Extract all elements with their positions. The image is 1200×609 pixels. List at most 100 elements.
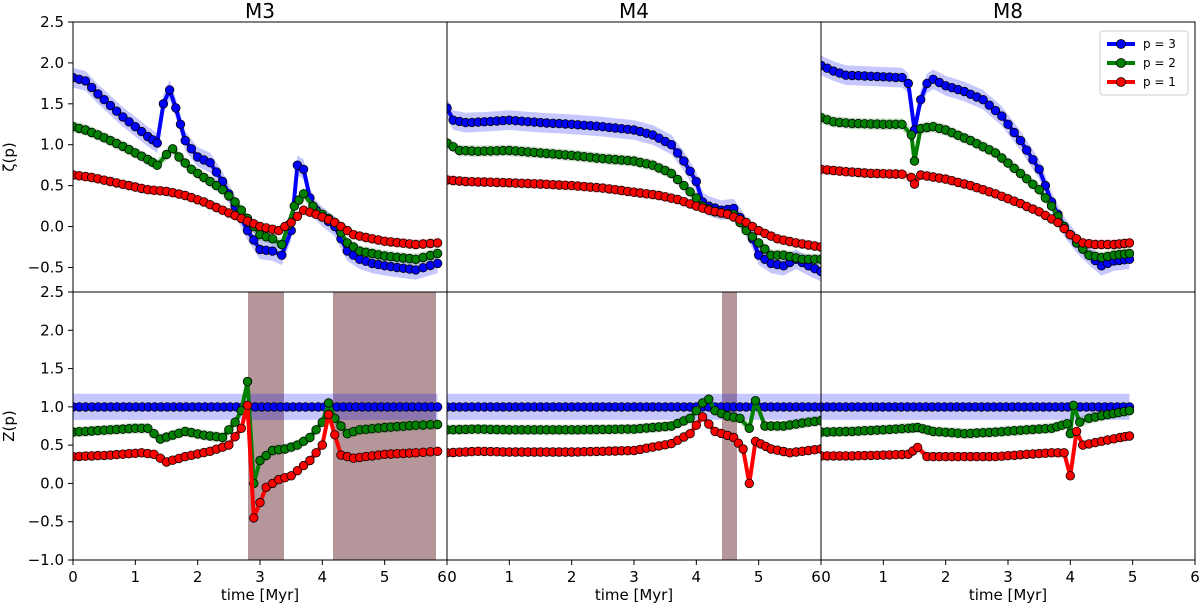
ytick-label-bottom-6: 2.0	[40, 321, 64, 339]
marker-m3-z-p1-39	[311, 448, 321, 458]
marker-m8-zeta-p2-30	[1003, 158, 1013, 168]
series-layer-m8-zeta	[821, 55, 1135, 276]
xtick-label-2-0: 0	[821, 568, 831, 586]
marker-m3-zeta-p2-18	[180, 158, 190, 168]
legend: p = 3 p = 2 p = 1	[1099, 30, 1189, 96]
marker-m3-zeta-p3-3	[86, 82, 97, 93]
axis-ticks: −0.5 0.0 0.5 1.0 1.5 2.0 2.5 −1.0 −0.5 0.0 0.5 1.0 1…	[28, 13, 1200, 586]
marker-m4-z-p2-47	[735, 413, 745, 424]
marker-m3-zeta-p3-18	[175, 119, 186, 130]
marker-m8-zeta-p3-16	[916, 94, 926, 105]
marker-m4-z-p1-39	[685, 429, 695, 439]
marker-m3-z-p2-12	[143, 423, 153, 434]
marker-m3-zeta-p1-36	[292, 211, 303, 222]
marker-m3-zeta-p3-37	[298, 164, 309, 175]
marker-m8-zeta-p2-15	[909, 156, 920, 166]
marker-m8-zeta-p2-34	[1028, 179, 1038, 190]
marker-m8-zeta-p3-26	[978, 94, 988, 105]
xtick-label-2-4: 4	[1066, 568, 1076, 586]
marker-m3-zeta-p2-35	[289, 201, 300, 211]
marker-m8-zeta-p1-13	[897, 169, 907, 179]
marker-m3-zeta-p2-36	[294, 195, 304, 205]
marker-m3-zeta-p3-23	[205, 157, 215, 168]
marker-m4-zeta-p2-50	[754, 238, 764, 248]
marker-m3-z-p2-26	[230, 417, 240, 427]
marker-m8-zeta-p3-13	[897, 72, 907, 83]
marker-m4-z-p2-42	[704, 394, 714, 404]
marker-m8-zeta-p2-29	[997, 153, 1007, 163]
series-layer-m3-z	[73, 376, 443, 523]
marker-m8-zeta-p2-33	[1021, 174, 1032, 184]
xtick-label-1-5: 5	[754, 568, 764, 586]
marker-m4-z-p2-49	[750, 396, 761, 406]
marker-m3-z-p3-58	[432, 402, 443, 412]
marker-m4-z-p1-42	[704, 419, 714, 429]
marker-m8-zeta-p1-15	[909, 179, 920, 189]
marker-m4-zeta-p2-38	[679, 180, 689, 191]
xtick-label-1-2: 2	[567, 568, 577, 586]
marker-m8-z-p2-41	[1062, 419, 1072, 429]
marker-m3-z-p2-41	[323, 398, 334, 408]
marker-m3-zeta-p2-15	[161, 149, 172, 160]
marker-m4-z-p1-48	[738, 444, 748, 454]
marker-m8-zeta-p2-32	[1015, 168, 1026, 179]
marker-m4-zeta-p1-60	[816, 242, 821, 252]
marker-m3-z-p2-38	[305, 432, 315, 443]
marker-m3-zeta-p3-4	[93, 89, 103, 99]
marker-m8-zeta-p1-50	[1124, 238, 1135, 248]
legend-entry-p2: p = 2	[1107, 56, 1176, 70]
xtick-label-2-2: 2	[941, 568, 951, 586]
panel-title-m3: M3	[245, 0, 275, 23]
y-axis-label-bottom: Z(p)	[0, 410, 18, 442]
marker-m3-zeta-p2-14	[152, 160, 162, 170]
marker-m8-zeta-p3-33	[1021, 145, 1032, 155]
marker-m3-z-p1-29	[249, 513, 259, 523]
marker-m3-z-p1-27	[236, 423, 247, 434]
marker-m3-zeta-p2-16	[167, 144, 178, 154]
marker-m3-zeta-p3-19	[180, 135, 190, 146]
ytick-label-bottom-2: 0.0	[40, 474, 64, 492]
panel-title-m4: M4	[619, 0, 649, 23]
marker-m4-z-p1-40	[691, 420, 702, 430]
marker-m8-z-p1-16	[912, 442, 923, 453]
ytick-label-bottom-4: 1.0	[40, 398, 64, 416]
marker-m3-zeta-p3-6	[105, 100, 116, 111]
xtick-label-1-4: 4	[692, 568, 702, 586]
xtick-label-0-4: 4	[318, 568, 328, 586]
marker-m3-z-p2-58	[432, 419, 443, 430]
marker-m3-zeta-p3-30	[249, 235, 259, 245]
legend-entry-p1: p = 1	[1107, 75, 1176, 89]
marker-m4-zeta-p3-39	[685, 166, 695, 177]
xtick-label-0-0: 0	[68, 568, 78, 586]
legend-marker-p2	[1116, 58, 1126, 68]
marker-m3-zeta-p3-5	[99, 94, 109, 105]
xtick-label-2-6: 6	[1190, 568, 1200, 586]
legend-label-p1: p = 1	[1143, 75, 1176, 89]
ytick-label-bottom-1: −0.5	[28, 513, 64, 531]
marker-m4-z-p1-61	[816, 444, 821, 454]
marker-m8-zeta-p3-32	[1015, 135, 1026, 146]
marker-m4-z-p2-39	[685, 413, 695, 424]
marker-m3-z-p1-26	[230, 432, 240, 442]
legend-marker-p3	[1116, 39, 1126, 49]
marker-m3-z-p1-40	[317, 440, 328, 450]
marker-m4-zeta-p3-40	[691, 176, 702, 187]
marker-m3-zeta-p3-15	[158, 99, 169, 109]
xtick-label-0-6: 6	[437, 568, 447, 586]
marker-m3-zeta-p1-35	[286, 217, 296, 228]
marker-m8-z-p1-50	[1124, 431, 1135, 441]
marker-m8-zeta-p1-38	[1053, 217, 1063, 228]
marker-m3-z-p1-35	[286, 471, 296, 481]
ytick-label-top-2: 0.5	[40, 177, 64, 195]
marker-m8-zeta-p2-14	[906, 130, 917, 140]
marker-m8-zeta-p3-30	[1003, 119, 1013, 130]
xtick-label-0-1: 1	[131, 568, 141, 586]
band-m4-z-p2	[447, 393, 821, 436]
xtick-label-1-0: 0	[447, 568, 457, 586]
marker-m3-zeta-p3-58	[432, 258, 443, 269]
marker-m4-zeta-p2-49	[747, 232, 758, 242]
xtick-label-0-5: 5	[380, 568, 390, 586]
marker-m8-z-p2-52	[1124, 406, 1135, 416]
marker-m8-zeta-p2-36	[1040, 193, 1051, 203]
marker-m3-zeta-p3-20	[186, 144, 197, 154]
